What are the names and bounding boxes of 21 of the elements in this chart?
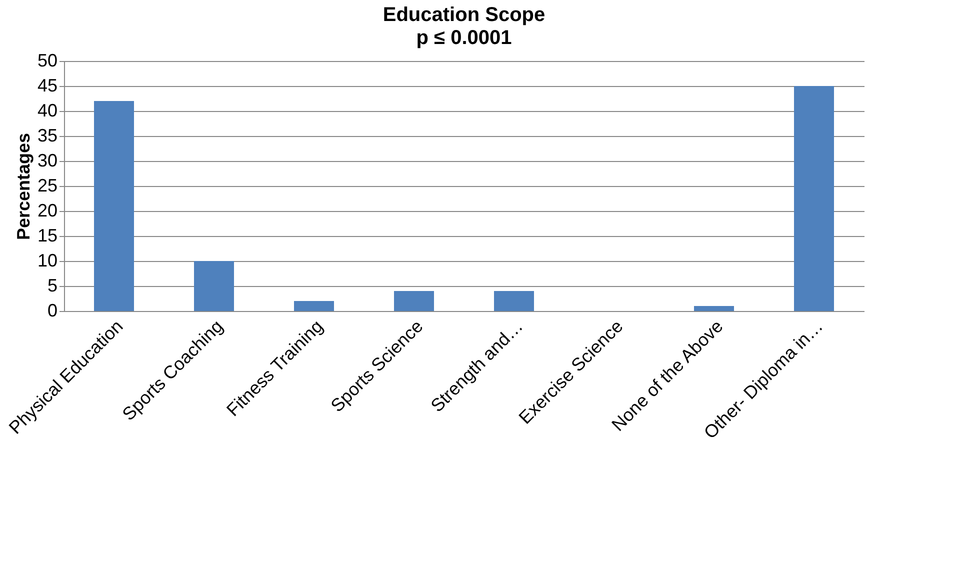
y-tick-label: 45 <box>37 76 58 96</box>
bar <box>294 301 334 311</box>
y-tick-label: 15 <box>37 226 58 246</box>
bar <box>94 101 134 311</box>
y-axis-title: Percentages <box>13 132 34 240</box>
chart-title: Education Scope <box>382 4 546 26</box>
y-tick-label: 5 <box>47 276 58 296</box>
chart-subtitle: p ≤ 0.0001 <box>416 27 512 49</box>
y-tick-label: 50 <box>37 50 58 70</box>
y-tick-label: 30 <box>37 150 58 170</box>
bar <box>494 291 534 311</box>
bar <box>694 306 734 311</box>
y-tick-label: 25 <box>37 176 58 196</box>
bar <box>194 261 234 311</box>
y-tick-label: 35 <box>37 126 58 146</box>
y-tick-label: 20 <box>37 200 58 220</box>
y-tick-label: 40 <box>37 100 58 120</box>
bar <box>794 86 834 311</box>
y-tick-label: 10 <box>37 250 58 270</box>
y-tick-label: 0 <box>47 300 58 320</box>
bar <box>394 291 434 311</box>
